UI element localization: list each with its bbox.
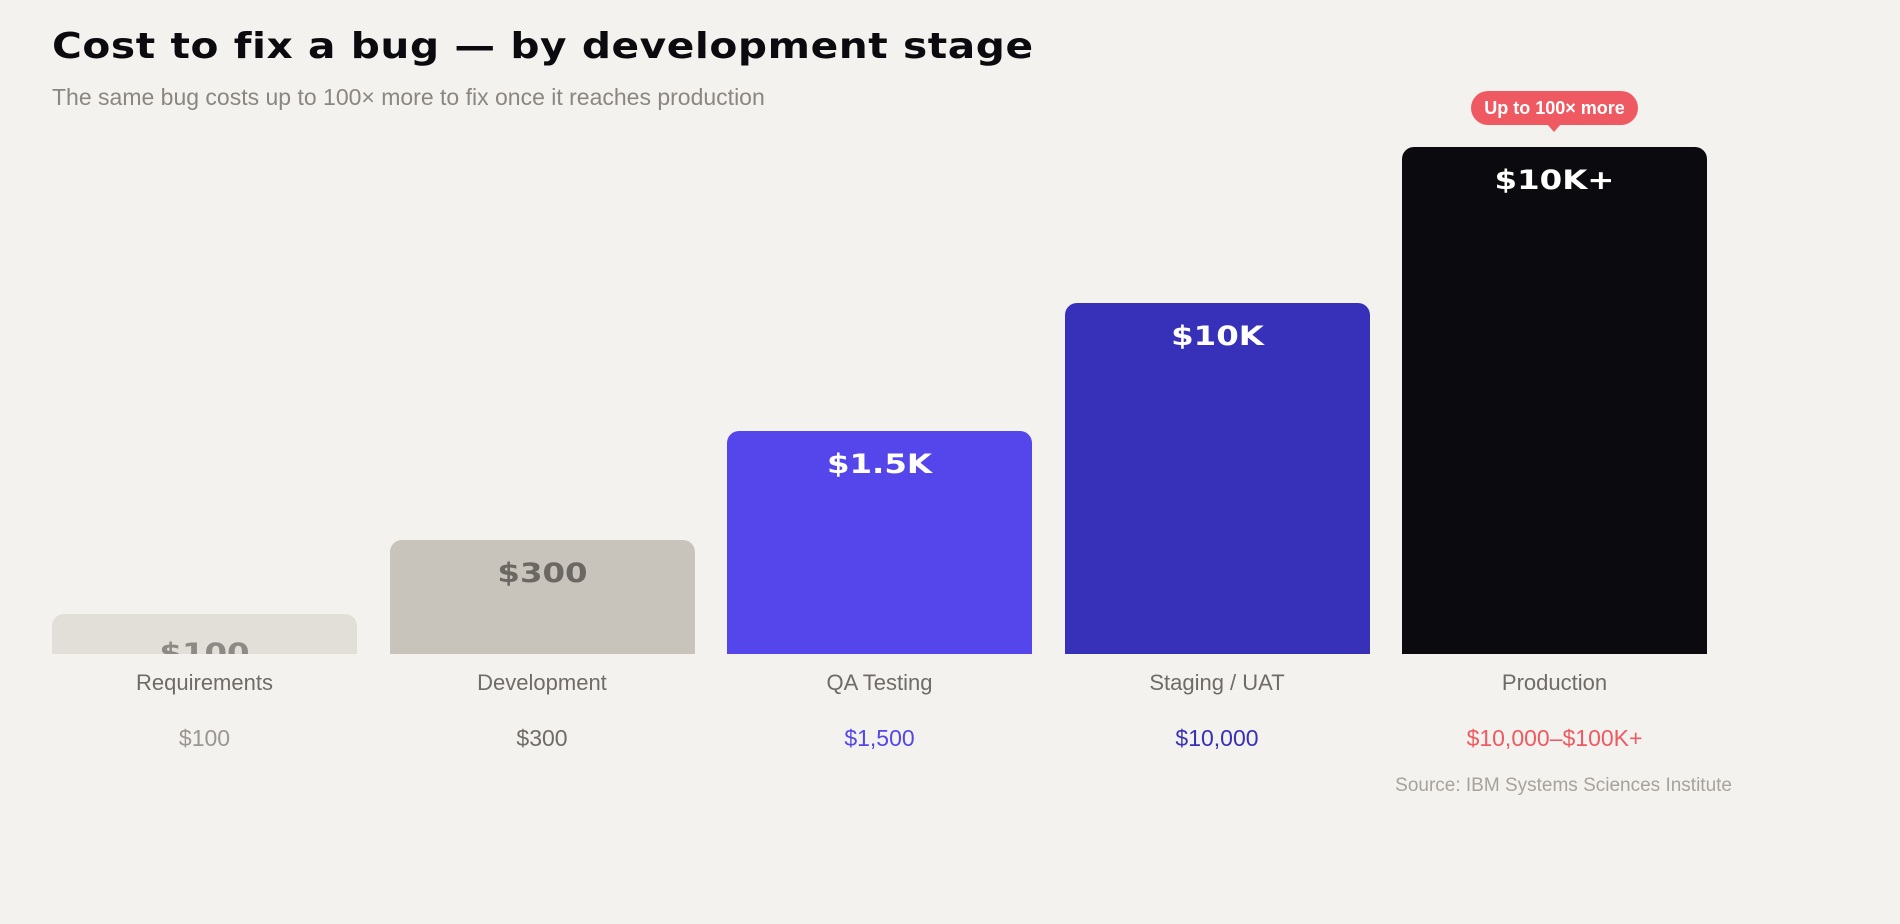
annotation-badge: Up to 100× more	[1471, 91, 1638, 132]
bar-value-label: $10K+	[1494, 165, 1615, 196]
bar-value-label: $100	[159, 638, 250, 654]
bar-requirements: $100	[52, 614, 357, 654]
category-label: Staging / UAT	[1149, 670, 1285, 695]
source-note: Source: IBM Systems Sciences Institute	[1395, 775, 1732, 796]
bar-value-label: $10K	[1170, 320, 1264, 352]
category-label: Production	[1501, 670, 1608, 695]
cost-value-label: $300	[516, 725, 568, 751]
bar-value-label: $300	[496, 557, 588, 589]
cost-value-label: $10,000–$100K+	[1466, 725, 1643, 751]
chart-subtitle: The same bug costs up to 100× more to fi…	[52, 84, 765, 110]
bar-development: $300	[389, 539, 695, 654]
cost-value-label: $10,000	[1175, 725, 1259, 751]
cost-value-label: $1,500	[844, 725, 915, 751]
category-label: Development	[477, 670, 607, 695]
bar-value-label: $1.5K	[826, 448, 933, 480]
cost-value-label: $100	[178, 725, 231, 751]
bar-qa-testing: $1.5K	[727, 430, 1032, 654]
bar-production: $10K+	[1402, 147, 1707, 654]
bar-staging-uat: $10K	[1064, 302, 1370, 654]
chart-title: Cost to fix a bug — by development stage	[52, 26, 1034, 67]
category-label: Requirements	[136, 670, 273, 695]
category-label: QA Testing	[826, 670, 933, 695]
